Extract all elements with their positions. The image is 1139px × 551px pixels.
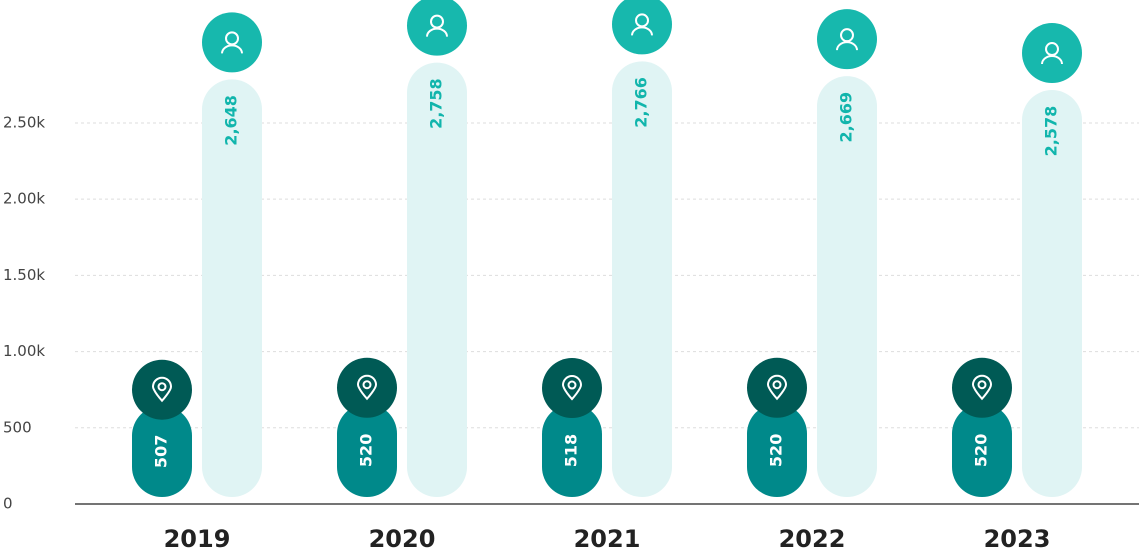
person-icon-body: [221, 44, 243, 54]
x-tick-label: 2019: [164, 525, 231, 551]
pin-icon: [356, 374, 378, 401]
badge-circle: [1022, 23, 1082, 84]
pin-icon-dot: [977, 380, 987, 390]
bar: [952, 403, 1012, 497]
person-badge: [202, 12, 262, 73]
bar: [337, 403, 397, 497]
badge-circle: [202, 12, 262, 73]
y-tick-label: 2.50k: [3, 113, 45, 131]
value-label: 2,669: [837, 92, 856, 143]
bar: [202, 79, 262, 497]
y-tick-label: 1.00k: [3, 342, 45, 360]
value-label: 518: [562, 434, 581, 467]
bar: [1022, 90, 1082, 498]
pin-icon-dot: [567, 380, 577, 390]
badge-circle: [817, 9, 877, 70]
value-label: 507: [152, 435, 171, 468]
value-label: 520: [767, 434, 786, 467]
person-icon-body: [1041, 55, 1063, 65]
location-badge: [952, 357, 1012, 418]
pin-icon-dot: [772, 380, 782, 390]
person-badge: [817, 9, 877, 70]
y-tick-label: 1.50k: [3, 266, 45, 284]
bar: [747, 403, 807, 497]
x-tick-label: 2023: [984, 525, 1051, 551]
value-label: 2,578: [1042, 106, 1061, 157]
y-tick-label: 0: [3, 495, 13, 513]
pin-icon: [971, 374, 993, 401]
x-tick-label: 2020: [369, 525, 436, 551]
value-label: 520: [972, 434, 991, 467]
location-badge: [747, 357, 807, 418]
pin-icon: [561, 375, 583, 401]
pin-icon: [766, 374, 788, 401]
bar: [612, 61, 672, 498]
person-icon-body: [836, 41, 858, 51]
value-label: 2,766: [632, 77, 651, 128]
person-icon-head: [840, 28, 854, 43]
person-icon-head: [430, 14, 444, 29]
person-icon-body: [426, 27, 448, 37]
person-badge: [407, 0, 467, 56]
pin-icon-dot: [157, 382, 167, 392]
x-tick-label: 2022: [779, 525, 846, 551]
value-label: 2,648: [222, 95, 241, 146]
location-badge: [337, 357, 397, 418]
value-label: 520: [357, 434, 376, 467]
value-label: 2,758: [427, 78, 446, 129]
bar: [132, 405, 192, 497]
pin-icon: [151, 376, 173, 403]
person-icon-head: [635, 13, 649, 28]
bar: [542, 404, 602, 497]
person-badge: [1022, 23, 1082, 84]
bar: [817, 76, 877, 498]
pin-icon-dot: [362, 380, 372, 390]
bar: [407, 62, 467, 497]
person-icon-body: [631, 26, 653, 36]
y-tick-label: 2.00k: [3, 190, 45, 208]
location-badge: [132, 359, 192, 420]
y-tick-label: 500: [3, 418, 32, 436]
location-badge: [542, 358, 602, 419]
person-badge: [612, 0, 672, 55]
x-tick-label: 2021: [574, 525, 641, 551]
